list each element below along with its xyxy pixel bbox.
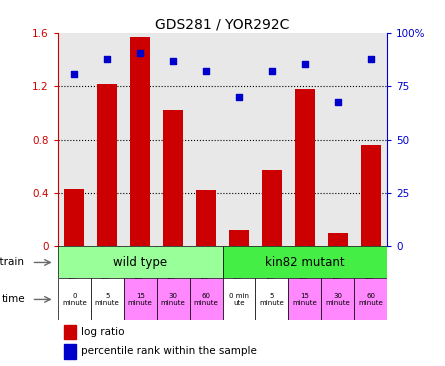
Text: 5
minute: 5 minute xyxy=(95,293,120,306)
Bar xyxy=(288,33,321,246)
Bar xyxy=(58,279,91,320)
Bar xyxy=(65,344,76,359)
Text: strain: strain xyxy=(0,257,25,268)
Point xyxy=(367,56,374,61)
Text: 60
minute: 60 minute xyxy=(358,293,383,306)
Bar xyxy=(190,33,222,246)
Bar xyxy=(222,246,387,279)
Bar xyxy=(91,33,124,246)
Title: GDS281 / YOR292C: GDS281 / YOR292C xyxy=(155,18,290,32)
Bar xyxy=(196,190,216,246)
Point xyxy=(137,50,144,56)
Point xyxy=(170,58,177,64)
Bar xyxy=(157,33,190,246)
Text: log ratio: log ratio xyxy=(81,327,125,337)
Text: 0
minute: 0 minute xyxy=(62,293,87,306)
Bar xyxy=(255,33,288,246)
Bar xyxy=(97,84,117,246)
Bar xyxy=(58,33,91,246)
Text: 30
minute: 30 minute xyxy=(161,293,186,306)
Bar xyxy=(321,279,354,320)
Point xyxy=(334,100,341,105)
Bar xyxy=(65,189,84,246)
Text: wild type: wild type xyxy=(113,256,167,269)
Bar xyxy=(65,325,76,339)
Text: 30
minute: 30 minute xyxy=(325,293,350,306)
Bar xyxy=(229,231,249,246)
Text: 5
minute: 5 minute xyxy=(259,293,284,306)
Text: time: time xyxy=(1,294,25,305)
Bar xyxy=(130,37,150,246)
Bar xyxy=(222,279,255,320)
Bar xyxy=(163,110,183,246)
Point xyxy=(202,68,210,74)
Bar xyxy=(91,279,124,320)
Point xyxy=(71,71,78,76)
Bar xyxy=(354,279,387,320)
Bar xyxy=(288,279,321,320)
Bar xyxy=(262,171,282,246)
Bar xyxy=(328,233,348,246)
Text: 15
minute: 15 minute xyxy=(292,293,317,306)
Bar xyxy=(255,279,288,320)
Bar xyxy=(124,279,157,320)
Text: percentile rank within the sample: percentile rank within the sample xyxy=(81,347,257,356)
Point xyxy=(301,61,308,67)
Text: 60
minute: 60 minute xyxy=(194,293,218,306)
Point xyxy=(268,68,275,74)
Bar xyxy=(124,33,157,246)
Bar xyxy=(361,145,380,246)
Bar xyxy=(58,246,222,279)
Bar xyxy=(321,33,354,246)
Bar xyxy=(190,279,222,320)
Text: 0 min
ute: 0 min ute xyxy=(229,293,249,306)
Bar xyxy=(222,33,255,246)
Bar xyxy=(354,33,387,246)
Point xyxy=(235,94,243,100)
Bar xyxy=(295,89,315,246)
Text: 15
minute: 15 minute xyxy=(128,293,153,306)
Bar xyxy=(157,279,190,320)
Text: kin82 mutant: kin82 mutant xyxy=(265,256,344,269)
Point xyxy=(104,56,111,61)
